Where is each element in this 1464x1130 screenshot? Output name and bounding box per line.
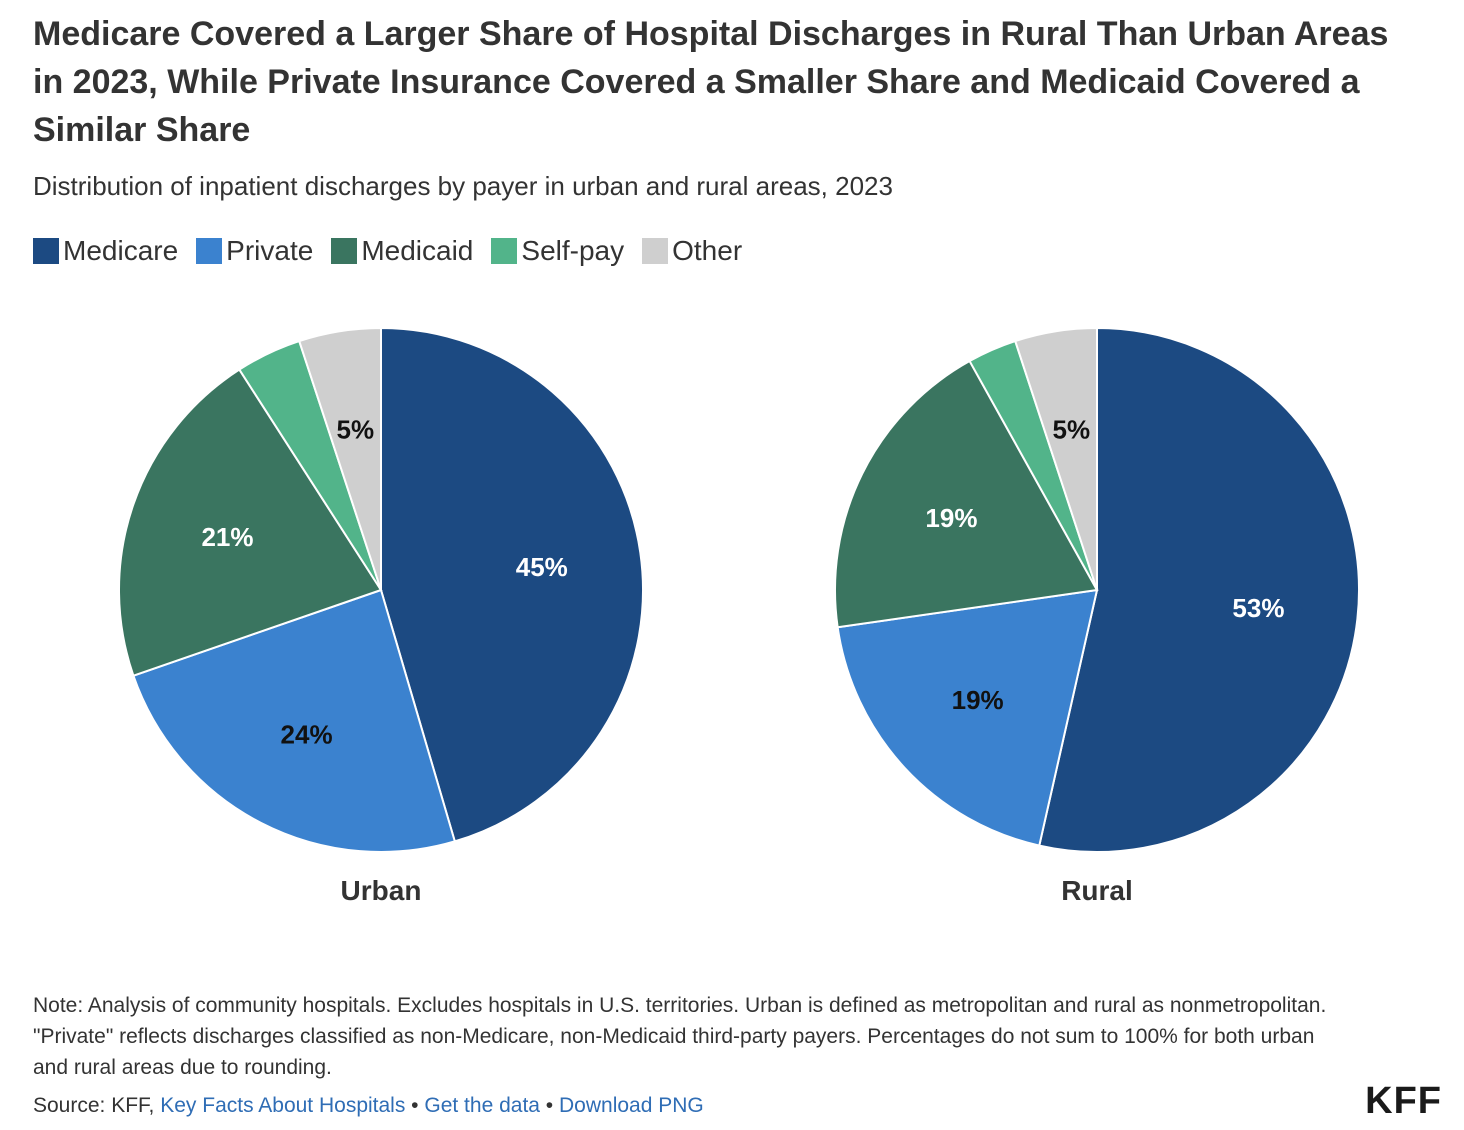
- data-label-urban-medicare: 45%: [516, 552, 568, 582]
- legend-swatch-medicaid: [331, 238, 358, 264]
- legend-swatch-medicare: [33, 238, 59, 264]
- pie-slice-rural-medicaid: [834, 359, 1099, 629]
- legend-item-self-pay: Self-pay: [491, 233, 624, 269]
- data-label-rural-other: 5%: [1053, 415, 1091, 445]
- pie-slice-urban-medicare: [380, 326, 644, 843]
- pie-title-urban: Urban: [341, 875, 422, 906]
- pie-slice-urban-other: [297, 326, 382, 591]
- pie-slice-urban-medicaid: [118, 368, 383, 677]
- legend-swatch-other: [642, 238, 669, 264]
- legend-swatch-self-pay: [491, 238, 518, 264]
- source-line: Source: KFF, Key Facts About Hospitals •…: [33, 1090, 704, 1121]
- footnote: Note: Analysis of community hospitals. E…: [33, 994, 1327, 1079]
- pie-slice-rural-private: [836, 588, 1099, 847]
- legend-item-medicaid: Medicaid: [331, 233, 473, 269]
- legend-label-self-pay: Self-pay: [521, 235, 625, 266]
- pie-slice-urban-private: [132, 588, 457, 853]
- pie-slice-rural-medicare: [1038, 326, 1360, 853]
- source-prefix: Source: KFF,: [33, 1094, 161, 1117]
- data-label-urban-private: 24%: [281, 719, 333, 749]
- pie-title-rural: Rural: [1061, 875, 1133, 906]
- legend-label-other: Other: [672, 235, 743, 266]
- legend-label-medicaid: Medicaid: [361, 235, 474, 266]
- pie-slice-rural-other: [1013, 326, 1098, 591]
- chart-title: Medicare Covered a Larger Share of Hospi…: [33, 15, 1389, 149]
- pie-chart-urban: 45% 24% 21% 5% Urban: [118, 326, 644, 906]
- chart-subtitle: Distribution of inpatient discharges by …: [33, 171, 893, 201]
- legend-item-other: Other: [642, 233, 742, 269]
- download-png-link[interactable]: Download PNG: [559, 1094, 704, 1117]
- data-label-rural-medicaid: 19%: [925, 503, 977, 533]
- key-facts-link[interactable]: Key Facts About Hospitals: [160, 1094, 406, 1117]
- kff-logo: KFF: [1365, 1080, 1442, 1122]
- legend-item-private: Private: [196, 233, 313, 269]
- legend-label-private: Private: [226, 235, 314, 266]
- pie-charts: 45% 24% 21% 5% Urban 53% 19% 19% 5% Rural: [118, 326, 1360, 906]
- legend-label-medicare: Medicare: [63, 235, 179, 266]
- data-label-urban-medicaid: 21%: [201, 522, 253, 552]
- legend-swatch-private: [196, 238, 223, 264]
- pie-chart-rural: 53% 19% 19% 5% Rural: [834, 326, 1360, 906]
- source-separator-2: •: [539, 1094, 559, 1117]
- data-label-urban-other: 5%: [337, 415, 375, 445]
- data-label-rural-medicare: 53%: [1232, 593, 1284, 623]
- get-the-data-link[interactable]: Get the data: [424, 1094, 540, 1117]
- data-label-rural-private: 19%: [952, 685, 1004, 715]
- legend: Medicare Private Medicaid Self-pay Other: [33, 233, 760, 269]
- legend-item-medicare: Medicare: [33, 233, 178, 269]
- source-separator-1: •: [405, 1094, 425, 1117]
